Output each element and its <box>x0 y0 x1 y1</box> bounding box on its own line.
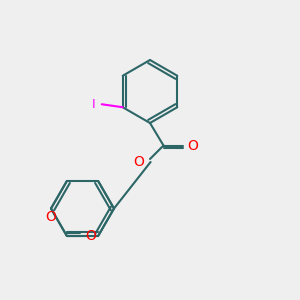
Text: O: O <box>188 139 198 152</box>
Text: O: O <box>46 210 56 224</box>
Text: O: O <box>134 155 145 169</box>
Text: I: I <box>92 98 96 111</box>
Text: O: O <box>85 229 96 243</box>
